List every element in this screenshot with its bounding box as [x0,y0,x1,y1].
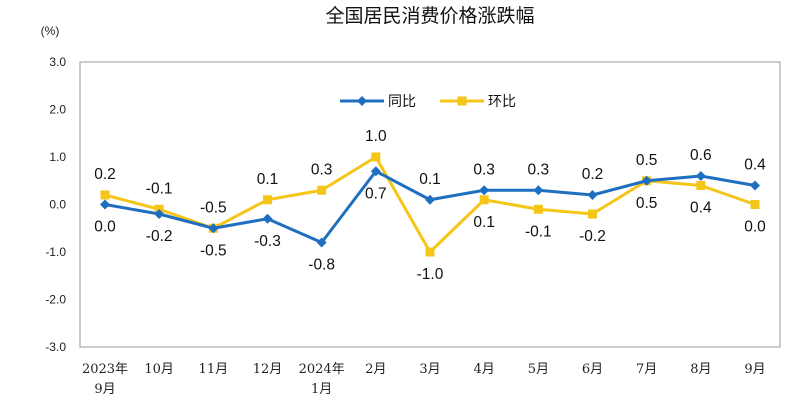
x-tick-label: 7月 [636,362,657,377]
data-point-marker [696,181,706,190]
data-point-marker [750,180,760,191]
data-label: 0.2 [94,166,116,183]
data-label: 0.3 [473,161,495,178]
data-point-marker [533,204,543,214]
y-unit-label: (%) [41,24,60,38]
data-point-marker [479,195,489,205]
series-lines [100,152,760,257]
data-point-marker [750,200,760,209]
data-label: -0.5 [200,242,227,259]
data-label: 0.7 [365,185,387,202]
legend-marker [457,96,467,106]
data-label: 0.3 [311,161,333,178]
data-point-marker [100,199,110,210]
data-label: 0.4 [744,157,766,174]
data-point-marker [263,195,272,205]
y-tick-label: -1.0 [45,245,66,259]
data-point-marker [262,213,273,224]
data-label: -1.0 [417,266,444,283]
x-tick-label: 11月 [199,362,229,377]
legend-marker [357,96,367,106]
data-label: 0.0 [744,219,766,236]
data-point-marker [425,194,435,205]
y-axis: 3.0 2.0 1.0 0.0 -1.0 -2.0 -3.0 [45,55,66,354]
data-label: 0.1 [257,171,279,188]
data-label: -0.8 [308,257,335,274]
data-label: 0.5 [636,195,658,212]
data-label: -0.2 [146,228,173,245]
legend-label: 同比 [388,94,416,110]
y-tick-label: 1.0 [49,150,66,164]
data-label: 0.1 [419,171,441,188]
data-point-marker [587,190,598,200]
y-tick-label: 0.0 [49,198,66,212]
x-tick-label: 1月 [311,382,332,397]
data-label: -0.5 [200,199,227,216]
data-label: 1.0 [365,128,387,145]
data-label: 0.3 [528,161,550,178]
data-label: 0.4 [690,200,712,217]
data-point-marker [425,247,435,257]
x-axis: 2023年 9月 10月 11月 12月 2024年 1月 2月 3月 4月 5月 6月 7月 8月 9月 [82,362,766,397]
data-point-marker [641,175,652,186]
data-point-marker [317,185,327,195]
x-tick-label: 2月 [365,362,386,377]
x-tick-label: 10月 [144,362,174,377]
data-label: -0.1 [525,223,552,240]
data-point-marker [100,190,110,200]
data-point-marker [371,152,381,162]
x-tick-label: 3月 [419,362,440,377]
data-label: 0.2 [582,166,604,183]
data-point-marker [479,185,490,196]
data-label: 0.1 [473,214,495,231]
data-point-marker [533,185,544,196]
data-point-marker [588,209,597,219]
data-point-marker [370,166,381,177]
y-tick-label: 3.0 [49,55,66,69]
data-label: 0.0 [94,219,116,236]
x-tick-label: 5月 [528,362,549,377]
data-point-marker [695,171,706,181]
x-tick-label: 12月 [253,362,283,377]
data-label: 0.6 [690,147,712,164]
y-tick-label: -3.0 [45,340,66,354]
y-tick-label: -2.0 [45,293,66,307]
data-label: 0.5 [636,152,658,169]
chart-title: 全国居民消费价格涨跌幅 [325,5,534,27]
x-tick-label: 6月 [582,362,603,377]
y-tick-label: 2.0 [49,103,66,117]
x-tick-label: 9月 [94,382,115,397]
legend-label: 环比 [488,94,516,110]
data-point-marker [208,223,219,234]
plot-area [79,61,781,348]
data-label: -0.1 [146,180,173,197]
data-label: -0.3 [254,233,281,250]
x-tick-label: 4月 [474,362,495,377]
data-label: -0.2 [579,228,606,245]
data-point-marker [316,237,327,248]
x-tick-label: 9月 [744,362,765,377]
x-tick-label: 2023年 [82,362,128,377]
x-tick-label: 8月 [690,362,711,377]
x-tick-label: 2024年 [299,362,345,377]
data-point-marker [154,209,165,219]
legend: 同比 环比 [340,94,516,110]
data-labels: 0.0 0.2 -0.2 -0.1 -0.5 -0.5 -0.3 0.1 -0.8 0.3 0.7 1… [94,128,766,283]
